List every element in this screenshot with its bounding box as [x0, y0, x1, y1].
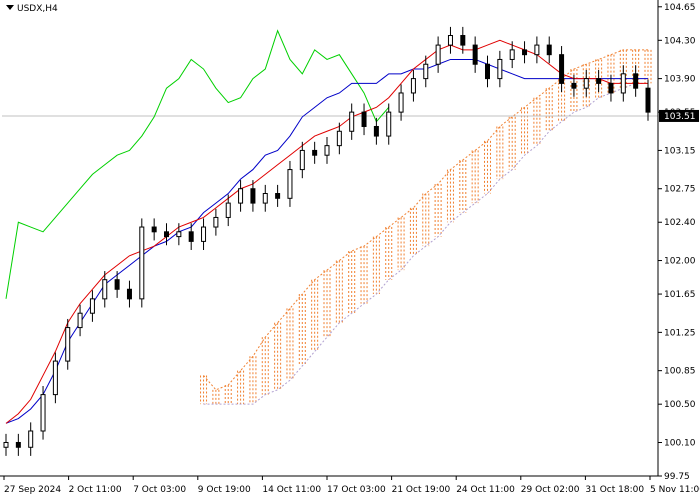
candle-body: [126, 288, 132, 300]
candle-body: [361, 111, 367, 127]
candles: [3, 26, 651, 456]
candle-body: [238, 188, 244, 204]
candle-body: [534, 44, 540, 56]
candle-body: [633, 73, 639, 89]
candle-body: [139, 226, 145, 300]
candle-body: [583, 78, 589, 89]
candle-body: [188, 231, 194, 242]
x-tick-label: 5 Nov 11:00: [650, 485, 700, 495]
indicator-lines: [2, 29, 658, 424]
y-tick-label: 102.40: [664, 218, 696, 228]
candle-body: [546, 44, 552, 56]
chikou-span-line: [5, 29, 390, 299]
candle-body: [275, 193, 281, 199]
current-price-label: 103.51: [664, 112, 696, 122]
candle-body: [472, 44, 478, 65]
candle-body: [89, 298, 95, 314]
y-tick-label: 101.25: [664, 328, 696, 338]
x-tick-label: 31 Oct 18:00: [585, 485, 644, 495]
x-tick-label: 24 Oct 11:00: [456, 485, 515, 495]
candle-body: [485, 63, 490, 80]
candle-body: [262, 193, 268, 204]
candle-body: [65, 327, 71, 362]
y-tick-label: 102.00: [664, 257, 696, 267]
candle-body: [299, 149, 305, 171]
x-tick-label: 29 Oct 02:00: [521, 485, 580, 495]
x-tick-label: 21 Oct 19:00: [392, 485, 451, 495]
x-tick-label: 7 Oct 03:00: [133, 485, 186, 495]
candle-body: [225, 202, 231, 218]
y-tick-label: 100.85: [664, 367, 696, 377]
symbol-text: USDX,H4: [17, 4, 58, 14]
candle-body: [571, 82, 577, 89]
senkou-span-b: [203, 82, 648, 405]
candle-body: [114, 279, 120, 290]
y-tick-label: 99.75: [664, 472, 690, 482]
candle-body: [3, 441, 9, 448]
candle-body: [410, 78, 416, 94]
candle-body: [620, 73, 626, 94]
candle-body: [460, 35, 466, 46]
kijun-sen-line: [5, 58, 648, 424]
y-tick-label: 104.30: [664, 36, 696, 46]
candle-body: [312, 149, 318, 156]
x-tick-label: 14 Oct 11:00: [262, 485, 321, 495]
x-tick-label: 27 Sep 2024: [4, 485, 61, 495]
candle-body: [349, 111, 355, 132]
current-price-badge: [659, 109, 699, 122]
senkou-span-a: [203, 49, 648, 391]
candle-body: [398, 92, 404, 113]
y-tick-label: 103.90: [664, 75, 696, 85]
candle-body: [645, 87, 651, 113]
x-tick-label: 9 Oct 19:00: [198, 485, 251, 495]
candle-body: [324, 145, 330, 156]
candle-body: [373, 125, 379, 137]
candle-body: [201, 226, 207, 242]
candle-body: [151, 226, 157, 233]
x-tick-label: 2 Oct 11:00: [69, 485, 122, 495]
candle-body: [497, 58, 503, 80]
candle-body: [435, 44, 441, 65]
symbol-label[interactable]: USDX,H4: [6, 4, 58, 14]
candle-body: [386, 111, 392, 137]
y-tick-label: 102.75: [664, 185, 696, 195]
candle-body: [559, 54, 565, 84]
y-tick-label: 100.10: [664, 438, 696, 448]
candle-body: [77, 312, 83, 329]
candle-body: [287, 169, 293, 199]
candle-body: [608, 82, 614, 94]
candle-body: [15, 441, 21, 448]
x-tick-label: 17 Oct 03:00: [327, 485, 386, 495]
candle-body: [423, 63, 429, 80]
candle-body: [213, 216, 219, 228]
candle-body: [250, 188, 256, 204]
candle-body: [336, 130, 342, 147]
candle-body: [509, 49, 515, 60]
candle-body: [522, 49, 528, 56]
dropdown-triangle-icon[interactable]: [6, 5, 14, 10]
candle-body: [164, 231, 169, 238]
y-tick-label: 101.65: [664, 290, 696, 300]
y-tick-label: 100.50: [664, 400, 696, 410]
candle-body: [52, 360, 58, 396]
y-tick-label: 103.15: [664, 146, 696, 156]
tenkan-sen-line: [5, 39, 648, 424]
candle-body: [596, 78, 602, 84]
candle-body: [447, 35, 453, 46]
candle-body: [28, 430, 34, 448]
y-tick-label: 104.65: [664, 3, 696, 13]
candle-body: [176, 231, 182, 238]
candle-body: [102, 279, 108, 300]
candle-body: [40, 394, 46, 432]
